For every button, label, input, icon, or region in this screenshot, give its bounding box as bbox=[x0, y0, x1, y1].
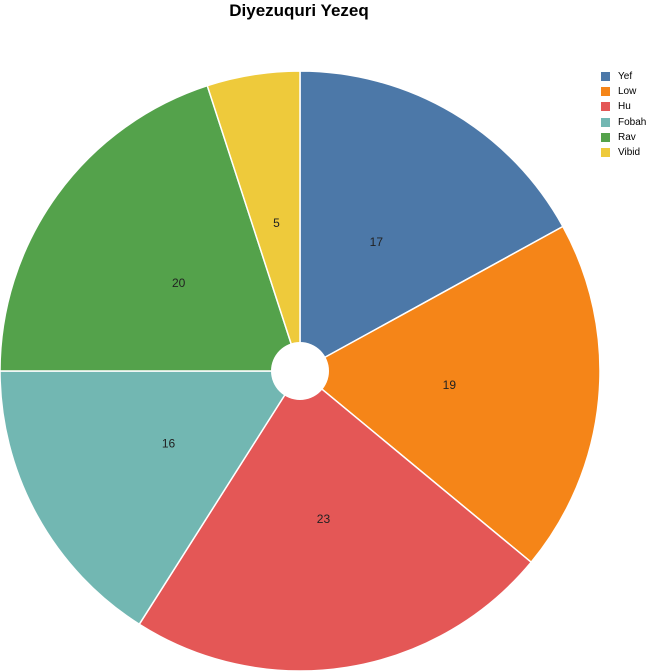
data-label-low: 19 bbox=[443, 378, 457, 392]
data-label-vibid: 5 bbox=[273, 216, 280, 230]
legend-label: Rav bbox=[618, 131, 636, 143]
legend-item-rav: Rav bbox=[601, 130, 646, 145]
legend-label: Vibid bbox=[618, 147, 641, 159]
pie-data-labels: 17 19 23 16 20 5 bbox=[162, 216, 456, 526]
data-label-rav: 20 bbox=[172, 276, 186, 290]
legend-swatch bbox=[601, 132, 610, 142]
legend-swatch bbox=[601, 102, 610, 112]
legend-label: Fobah bbox=[618, 116, 647, 128]
legend-item-hu: Hu bbox=[601, 99, 646, 114]
legend-swatch bbox=[601, 117, 610, 127]
pie-slices bbox=[0, 70, 601, 671]
legend-item-low: Low bbox=[601, 84, 646, 99]
pie-slice-yef bbox=[299, 70, 564, 373]
pie-slice-hu bbox=[138, 369, 533, 671]
data-label-fobah: 16 bbox=[162, 436, 176, 450]
data-label-hu: 23 bbox=[317, 512, 331, 526]
legend-item-vibid: Vibid bbox=[601, 145, 646, 160]
legend-item-yef: Yef bbox=[601, 69, 646, 84]
pie-center-hole bbox=[271, 342, 329, 400]
legend-swatch bbox=[601, 72, 610, 82]
legend-label: Low bbox=[618, 86, 637, 98]
legend-item-fobah: Fobah bbox=[601, 115, 646, 130]
pie-slice-fobah bbox=[0, 370, 302, 626]
legend-swatch bbox=[601, 148, 610, 158]
pie-slice-vibid bbox=[206, 70, 301, 372]
chart-legend: Yef Low Hu Fobah Rav Vibid bbox=[601, 69, 646, 160]
pie-slice-low bbox=[298, 225, 601, 564]
pie-slice-rav bbox=[0, 84, 302, 372]
legend-swatch bbox=[601, 87, 610, 97]
legend-label: Hu bbox=[618, 101, 631, 113]
chart-title: Diyezuquri Yezeq bbox=[229, 1, 369, 20]
legend-label: Yef bbox=[618, 71, 633, 83]
data-label-yef: 17 bbox=[370, 235, 384, 249]
